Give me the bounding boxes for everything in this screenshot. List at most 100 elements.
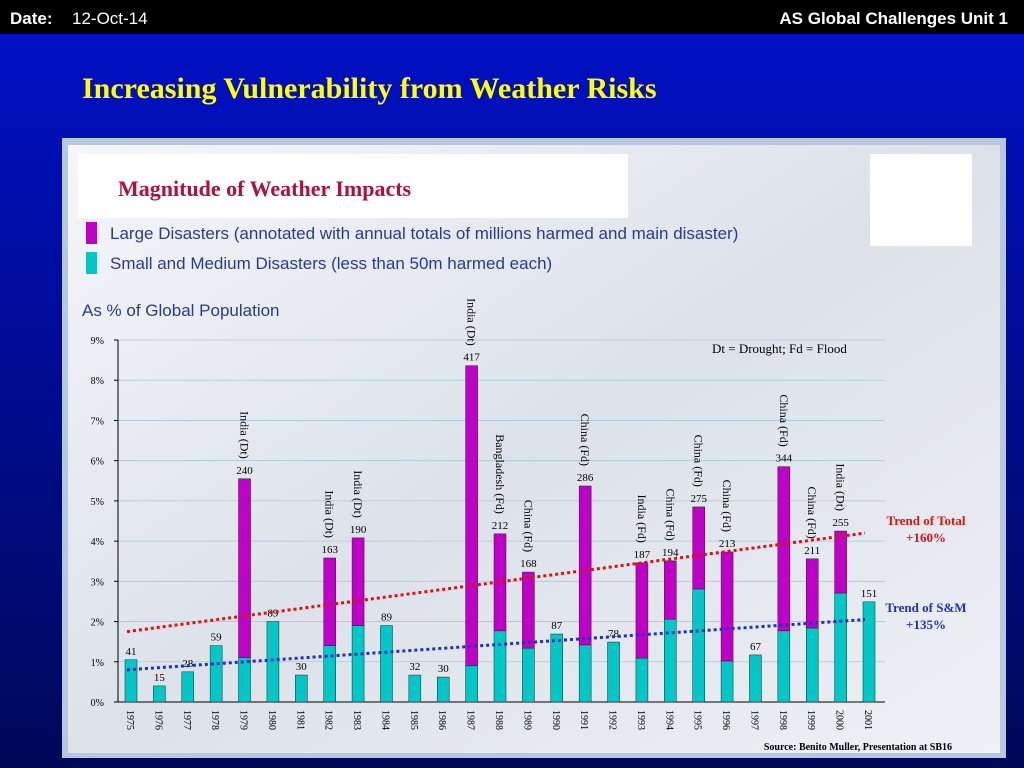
x-tick-label: 1981 — [294, 710, 305, 730]
bar-segment — [522, 571, 535, 649]
total-label: 190 — [350, 524, 367, 536]
total-label: 194 — [662, 547, 679, 559]
total-label: 32 — [409, 661, 420, 673]
x-tick-label: 1984 — [379, 710, 390, 730]
slide-title: Increasing Vulnerability from Weather Ri… — [82, 72, 657, 105]
total-label: 275 — [690, 493, 707, 505]
total-label: 168 — [520, 558, 537, 570]
x-tick-label: 1990 — [550, 710, 561, 730]
total-label: 240 — [236, 465, 253, 477]
disaster-label: Bangladesh (Fd) — [493, 434, 507, 514]
date-label: Date: — [10, 9, 53, 28]
bar-segment — [862, 601, 876, 703]
x-tick-label: 2001 — [862, 710, 873, 730]
bar-segment — [209, 645, 223, 703]
bar-segment — [238, 478, 251, 659]
y-tick-label: 3% — [91, 577, 104, 588]
bar-segment — [607, 641, 620, 703]
header-bar — [0, 0, 1024, 34]
total-label: 87 — [551, 620, 563, 632]
disaster-label: China (Fd) — [521, 500, 535, 552]
x-tick-label: 1975 — [124, 710, 135, 730]
trend-change: +160% — [906, 530, 946, 545]
bar-segment — [720, 660, 734, 703]
y-tick-label: 1% — [91, 658, 104, 669]
x-tick-label: 1982 — [323, 710, 334, 730]
total-label: 417 — [463, 352, 480, 364]
bar-segment — [493, 630, 507, 703]
bar-segment — [465, 665, 478, 703]
total-label: 15 — [154, 672, 166, 684]
total-label: 211 — [804, 545, 820, 557]
bar-segment — [153, 685, 166, 703]
bar-segment — [720, 551, 734, 662]
x-tick-label: 1980 — [266, 710, 277, 730]
bar-segment — [578, 485, 592, 646]
total-label: 344 — [776, 453, 793, 465]
total-label: 89 — [381, 612, 393, 624]
total-label: 67 — [750, 641, 762, 653]
course: AS Global Challenges Unit 1 — [779, 9, 1008, 28]
bar-segment — [295, 674, 308, 703]
bar-segment — [550, 633, 564, 703]
total-label: 59 — [211, 632, 223, 644]
bar-segment — [805, 627, 819, 703]
chart-title: Magnitude of Weather Impacts — [118, 176, 412, 201]
date: 12-Oct-14 — [72, 9, 148, 28]
x-tick-label: 1994 — [663, 710, 674, 730]
y-tick-label: 8% — [91, 376, 104, 387]
bar-segment — [493, 533, 507, 632]
x-tick-label: 1992 — [607, 710, 618, 730]
x-tick-label: 1985 — [408, 710, 419, 730]
disaster-label: India (Dt) — [834, 463, 848, 511]
disaster-label: India (Dt) — [323, 490, 337, 538]
total-label: 151 — [861, 588, 878, 600]
bar-segment — [635, 657, 649, 703]
y-tick-label: 7% — [91, 416, 104, 427]
x-tick-label: 1987 — [465, 710, 476, 730]
disaster-label: China (Fd) — [578, 414, 592, 466]
total-label: 30 — [438, 663, 450, 675]
bar-segment — [323, 557, 336, 646]
total-label: 30 — [296, 661, 308, 673]
total-label: 187 — [634, 549, 651, 561]
x-tick-label: 1986 — [436, 710, 447, 730]
y-tick-label: 5% — [91, 497, 104, 508]
x-tick-label: 1978 — [209, 710, 220, 730]
bar-segment — [266, 621, 280, 703]
x-tick-label: 1993 — [635, 710, 646, 730]
disaster-label: India (Fd) — [635, 495, 649, 543]
bar-segment — [408, 674, 422, 703]
bar-segment — [351, 537, 365, 626]
legend-label: Small and Medium Disasters (less than 50… — [110, 254, 552, 273]
bar-segment — [777, 630, 791, 703]
x-tick-label: 1996 — [720, 710, 731, 730]
x-tick-label: 1983 — [351, 710, 362, 730]
y-tick-label: 0% — [91, 698, 104, 709]
bar-segment — [238, 657, 251, 703]
bar-segment — [351, 625, 365, 703]
y-tick-label: 2% — [91, 618, 104, 629]
y-tick-label: 6% — [91, 457, 104, 468]
corner-box — [870, 154, 972, 246]
total-label: 78 — [608, 628, 620, 640]
bar-segment — [323, 645, 336, 703]
legend-swatch — [86, 252, 97, 274]
disaster-label: China (Fd) — [692, 435, 706, 487]
bar-segment — [635, 562, 649, 659]
y-tick-label: 4% — [91, 537, 104, 548]
trend-name: Trend of Total — [887, 513, 966, 528]
x-tick-label: 1976 — [152, 710, 163, 730]
disaster-label: China (Fd) — [720, 480, 734, 532]
legend-label: Large Disasters (annotated with annual t… — [110, 224, 738, 243]
source: Source: Benito Muller, Presentation at S… — [764, 742, 952, 753]
bar-segment — [834, 592, 847, 703]
x-tick-label: 1979 — [238, 710, 249, 730]
bar-segment — [181, 671, 195, 703]
x-tick-label: 1998 — [777, 710, 788, 730]
bar-segment — [777, 466, 791, 632]
disaster-label: China (Fd) — [663, 488, 677, 540]
disaster-label: India (Dt) — [351, 470, 365, 518]
total-label: 163 — [321, 544, 338, 556]
